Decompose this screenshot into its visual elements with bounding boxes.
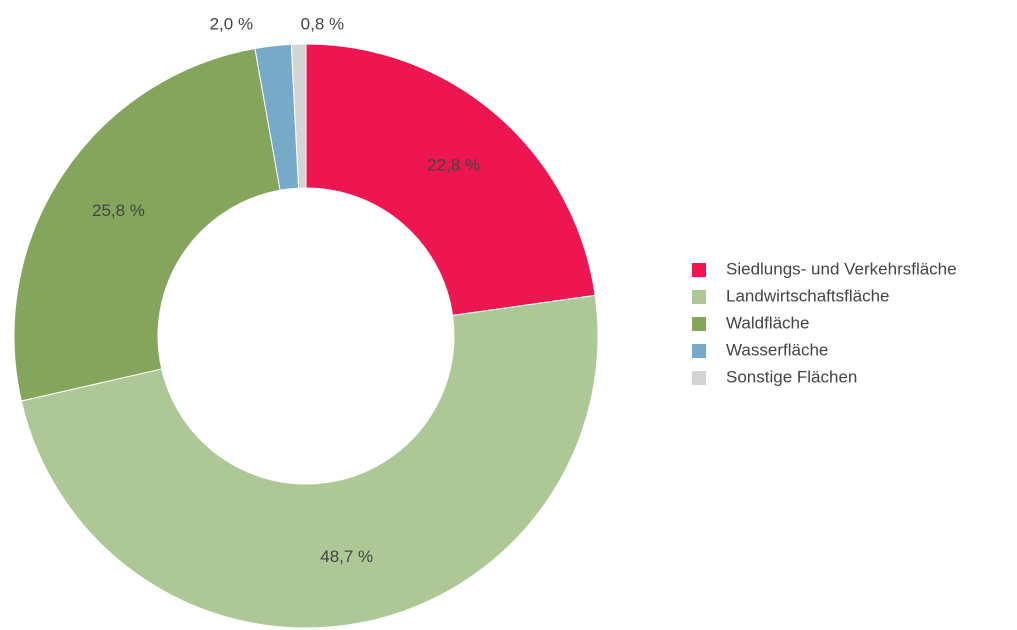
donut-slice: [20, 294, 599, 629]
legend-swatch: [692, 371, 706, 385]
legend-label: Wasserfläche: [726, 340, 828, 359]
data-label: 22,8 %: [427, 156, 480, 175]
data-label: 48,7 %: [320, 547, 373, 566]
donut-slice: [305, 43, 596, 316]
data-label: 25,8 %: [92, 201, 145, 220]
donut-slice: [290, 43, 307, 189]
legend-label: Siedlungs- und Verkehrsfläche: [726, 259, 957, 278]
legend-label: Waldfläche: [726, 313, 809, 332]
data-label: 0,8 %: [301, 14, 344, 33]
legend-label: Landwirtschaftsfläche: [726, 286, 889, 305]
legend-label: Sonstige Flächen: [726, 367, 857, 386]
data-label: 2,0 %: [210, 14, 253, 33]
legend-swatch: [692, 290, 706, 304]
legend-swatch: [692, 344, 706, 358]
donut-slice: [13, 47, 281, 402]
legend-swatch: [692, 317, 706, 331]
legend-swatch: [692, 263, 706, 277]
